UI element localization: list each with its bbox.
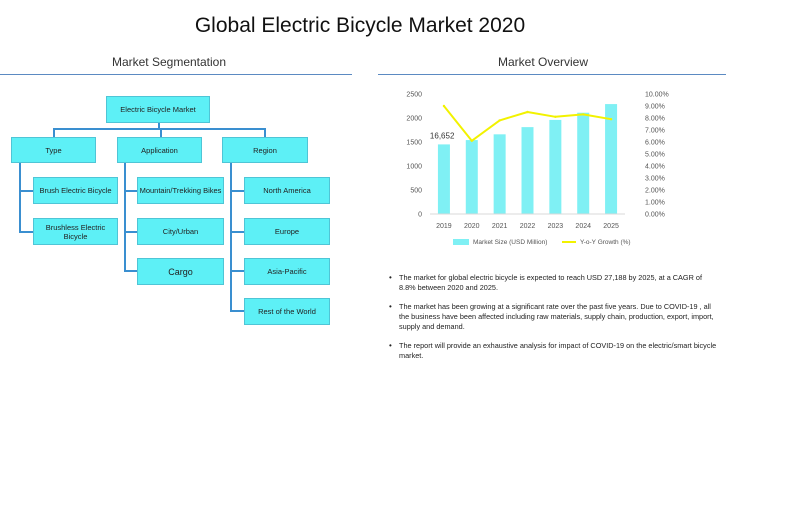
segmentation-heading: Market Segmentation <box>111 55 227 69</box>
page-title: Global Electric Bicycle Market 2020 <box>194 14 526 37</box>
region-item: Rest of the World <box>244 298 330 325</box>
application-branch-line <box>124 163 126 272</box>
region-connector <box>264 128 266 137</box>
y-right-tick-label: 3.00% <box>645 176 665 183</box>
growth-point <box>470 139 473 142</box>
application-branch-tick <box>124 231 137 233</box>
y-left-tick-label: 0 <box>418 212 422 219</box>
y-left-tick-label: 500 <box>410 188 422 195</box>
y-left-tick-label: 1500 <box>406 140 422 147</box>
overview-bullet: The market for global electric bicycle i… <box>389 273 719 293</box>
category-region: Region <box>222 137 308 163</box>
region-branch-line <box>230 163 232 312</box>
category-application: Application <box>117 137 202 163</box>
x-tick-label: 2024 <box>575 223 591 230</box>
root-node: Electric Bicycle Market <box>106 96 210 123</box>
application-item: Mountain/Trekking Bikes <box>137 177 224 204</box>
region-branch-tick <box>230 310 244 312</box>
bar <box>605 104 618 214</box>
root-connector <box>158 123 160 129</box>
legend-label-bars: Market Size (USD Million) <box>473 239 547 246</box>
x-tick-label: 2023 <box>548 223 564 230</box>
y-right-tick-label: 6.00% <box>645 140 665 147</box>
growth-point <box>609 118 613 121</box>
region-item: Asia-Pacific <box>244 258 330 285</box>
overview-bullets: The market for global electric bicycle i… <box>389 273 719 370</box>
x-tick-label: 2025 <box>603 223 619 230</box>
bar <box>437 144 450 214</box>
application-connector <box>160 128 162 137</box>
type-branch-line <box>19 163 21 233</box>
growth-point <box>498 119 501 122</box>
type-branch-tick <box>19 190 33 192</box>
growth-point <box>582 113 585 116</box>
data-label: 16,652 <box>430 131 455 140</box>
segmentation-divider <box>0 74 352 75</box>
bar <box>521 127 534 214</box>
overview-heading: Market Overview <box>497 55 589 69</box>
application-item: Cargo <box>137 258 224 285</box>
x-tick-label: 2021 <box>492 223 508 230</box>
y-left-tick-label: 1000 <box>406 164 422 171</box>
overview-bullet: The report will provide an exhaustive an… <box>389 341 719 361</box>
x-tick-label: 2020 <box>464 223 480 230</box>
type-branch-tick <box>19 231 33 233</box>
y-right-tick-label: 2.00% <box>645 188 665 195</box>
y-right-tick-label: 0.00% <box>645 212 665 219</box>
y-right-tick-label: 5.00% <box>645 152 665 159</box>
bar <box>549 119 562 214</box>
category-bus <box>53 128 266 130</box>
y-left-tick-label: 2500 <box>406 92 422 99</box>
growth-point <box>554 115 557 118</box>
region-item: Europe <box>244 218 330 245</box>
x-tick-label: 2022 <box>520 223 536 230</box>
x-tick-label: 2019 <box>436 223 452 230</box>
category-type: Type <box>11 137 96 163</box>
y-left-tick-label: 2000 <box>406 116 422 123</box>
application-item: City/Urban <box>137 218 224 245</box>
overview-bullet: The market has been growing at a signifi… <box>389 302 719 332</box>
application-branch-tick <box>124 190 137 192</box>
y-right-tick-label: 4.00% <box>645 164 665 171</box>
bar <box>577 112 590 214</box>
market-overview-chart: 0 500 1000 1500 2000 2500 0.00% 1.00% 2.00% 3.00%… <box>406 92 669 247</box>
region-branch-tick <box>230 190 244 192</box>
bar <box>465 140 478 214</box>
y-right-tick-label: 7.00% <box>645 128 665 135</box>
y-right-tick-label: 9.00% <box>645 104 665 111</box>
growth-point <box>442 104 446 108</box>
y-right-tick-label: 8.00% <box>645 116 665 123</box>
legend-swatch-bars <box>453 239 469 245</box>
region-branch-tick <box>230 270 244 272</box>
region-item: North America <box>244 177 330 204</box>
growth-point <box>526 110 529 114</box>
bar <box>493 134 506 214</box>
region-branch-tick <box>230 231 244 233</box>
type-connector <box>53 128 55 137</box>
y-right-tick-label: 1.00% <box>645 200 665 207</box>
y-right-tick-label: 10.00% <box>645 92 669 99</box>
legend-label-line: Y-o-Y Growth (%) <box>580 239 631 246</box>
application-branch-tick <box>124 270 137 272</box>
type-item: Brushless Electric Bicycle <box>33 218 118 245</box>
type-item: Brush Electric Bicycle <box>33 177 118 204</box>
overview-divider <box>378 74 726 75</box>
